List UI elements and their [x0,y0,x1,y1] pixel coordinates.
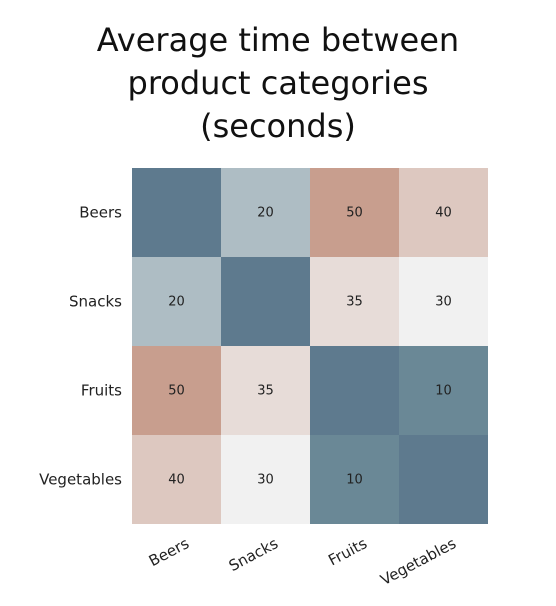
x-tick-label-vegetables: Vegetables [377,534,459,589]
chart-title-line-3: (seconds) [200,107,356,145]
chart-title-line-2: product categories [127,64,429,102]
heatmap-cell-beers-snacks [221,168,310,257]
heatmap-cell-vegetables-fruits [310,435,399,524]
heatmap-cell-vegetables-snacks [221,435,310,524]
cell-value-label: 30 [257,473,274,488]
heatmap-cell-fruits-snacks [221,346,310,435]
heatmap-cell-beers-beers [132,168,221,257]
heatmap-cell-beers-fruits [310,168,399,257]
cell-value-label: 50 [168,384,185,399]
x-tick-label-fruits: Fruits [325,534,370,569]
cell-value-label: 35 [257,384,274,399]
heatmap-cell-fruits-beers [132,346,221,435]
heatmap-cell-snacks-snacks [221,257,310,346]
heatmap-cell-vegetables-beers [132,435,221,524]
x-tick-label-beers: Beers [146,534,192,570]
cell-value-label: 10 [435,384,452,399]
heatmap-cell-fruits-fruits [310,346,399,435]
cell-value-label: 40 [168,473,185,488]
heatmap-cell-snacks-vegetables [399,257,488,346]
y-tick-label-snacks: Snacks [69,293,122,311]
cell-value-label: 30 [435,295,452,310]
y-tick-label-fruits: Fruits [81,382,122,400]
heatmap-cell-vegetables-vegetables [399,435,488,524]
heatmap-cell-beers-vegetables [399,168,488,257]
cell-value-label: 20 [168,295,185,310]
cell-value-label: 35 [346,295,363,310]
cell-value-label: 40 [435,206,452,221]
cell-value-label: 50 [346,206,363,221]
cell-value-label: 20 [257,206,274,221]
y-tick-label-vegetables: Vegetables [39,471,122,489]
heatmap-cell-snacks-fruits [310,257,399,346]
cell-value-label: 10 [346,473,363,488]
chart-title-line-1: Average time between [96,21,460,59]
heatmap-cell-snacks-beers [132,257,221,346]
x-tick-label-snacks: Snacks [226,534,281,575]
y-tick-label-beers: Beers [79,204,122,222]
heatmap-cell-fruits-vegetables [399,346,488,435]
